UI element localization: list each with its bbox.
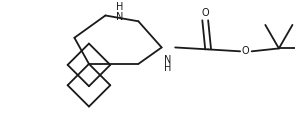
Text: N: N [164, 55, 171, 65]
Text: N: N [116, 12, 124, 22]
Text: O: O [241, 46, 249, 56]
Text: O: O [201, 8, 209, 18]
Text: H: H [116, 2, 124, 12]
Text: H: H [164, 63, 171, 73]
